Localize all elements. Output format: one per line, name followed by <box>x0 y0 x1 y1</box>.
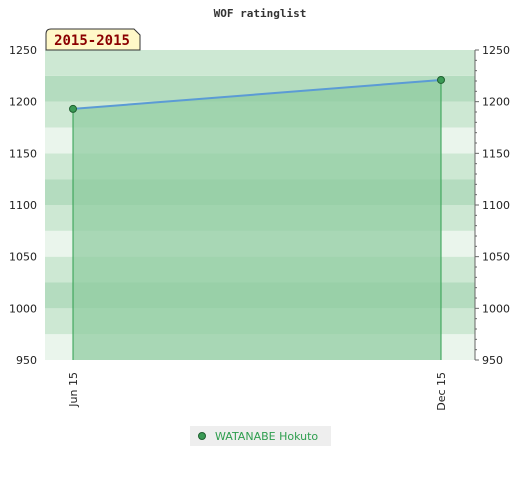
y-tick-label: 1100 <box>482 199 510 212</box>
series-line <box>72 78 442 110</box>
y-tick-label: 1000 <box>482 302 510 315</box>
y-tick-label: 1250 <box>482 44 510 57</box>
y-tick-label: 1250 <box>9 44 37 57</box>
right-y-axis: 950 1000 1050 1100 1150 1200 1250 <box>474 44 510 367</box>
plot-area <box>69 75 445 360</box>
y-tick-label: 950 <box>16 354 37 367</box>
y-tick-label: 1200 <box>9 96 37 109</box>
data-point <box>437 75 445 84</box>
y-tick-label: 1150 <box>482 147 510 160</box>
y-tick-label: 1150 <box>9 147 37 160</box>
left-y-axis: 950 1000 1050 1100 1150 1200 1250 <box>9 44 37 367</box>
range-badge-shape <box>45 28 141 51</box>
legend-box <box>190 426 331 446</box>
y-tick-label: 1100 <box>9 199 37 212</box>
x-axis: Jun 15 Dec 15 <box>67 372 448 411</box>
x-tick-label: Jun 15 <box>67 372 80 408</box>
chart-title: WOF ratinglist <box>214 7 307 20</box>
y-tick-label: 1050 <box>9 251 37 264</box>
y-tick-label: 950 <box>482 354 503 367</box>
grid-band <box>45 50 475 76</box>
data-point <box>69 104 77 113</box>
y-tick-label: 1000 <box>9 302 37 315</box>
y-tick-label: 1200 <box>482 96 510 109</box>
x-tick-label: Dec 15 <box>435 372 448 411</box>
range-badge: 2015-2015 <box>45 28 141 51</box>
range-badge-label: 2015-2015 <box>54 33 130 49</box>
legend-marker-icon <box>198 432 206 440</box>
y-tick-label: 1050 <box>482 251 510 264</box>
series-area <box>73 79 441 360</box>
legend[interactable]: WATANABE Hokuto <box>190 426 331 446</box>
legend-series-label[interactable]: WATANABE Hokuto <box>215 430 318 443</box>
